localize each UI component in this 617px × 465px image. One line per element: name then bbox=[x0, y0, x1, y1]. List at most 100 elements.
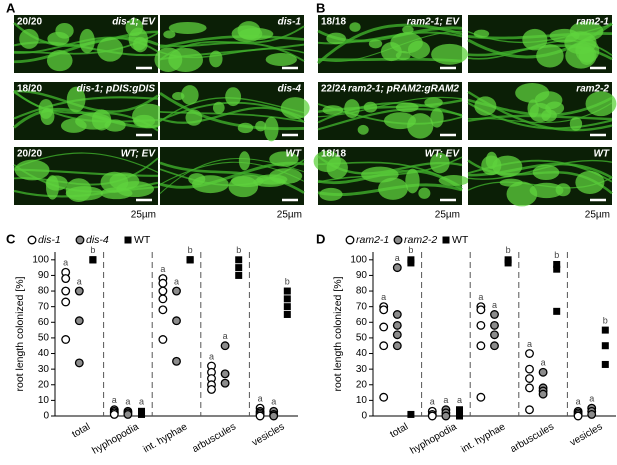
micrograph-texture bbox=[317, 96, 463, 139]
ratio-label: 20/20 bbox=[17, 149, 42, 160]
data-point bbox=[538, 367, 548, 377]
fungal-structure bbox=[522, 28, 548, 51]
y-tick-label: 20 bbox=[38, 379, 50, 390]
fungal-structure bbox=[407, 113, 434, 139]
fungal-structure bbox=[66, 86, 86, 113]
data-point bbox=[573, 411, 583, 421]
micrograph-texture bbox=[13, 86, 167, 133]
data-point bbox=[124, 236, 132, 244]
fungal-structure bbox=[532, 164, 560, 181]
legend-label: dis-4 bbox=[86, 234, 109, 246]
data-point bbox=[283, 303, 291, 311]
fungal-structure bbox=[569, 117, 583, 131]
significance-letter: a bbox=[160, 264, 165, 274]
root-strand bbox=[159, 35, 305, 49]
data-point bbox=[525, 383, 534, 393]
genotype-label: dis-4 bbox=[278, 84, 302, 95]
x-tick-label: total bbox=[388, 421, 410, 440]
data-point bbox=[538, 389, 548, 399]
fungal-structure bbox=[46, 50, 73, 72]
micrograph-texture bbox=[467, 151, 613, 207]
data-point bbox=[441, 411, 451, 421]
y-tick-label: 30 bbox=[38, 364, 50, 375]
fungal-structure bbox=[575, 170, 605, 195]
significance-letter: a bbox=[63, 258, 68, 268]
data-point bbox=[504, 259, 512, 267]
genotype-label: dis-1; EV bbox=[112, 17, 156, 28]
legend-label: dis-1 bbox=[38, 234, 61, 246]
fungal-structure bbox=[209, 50, 223, 68]
fungal-structure bbox=[344, 99, 360, 119]
data-point bbox=[172, 356, 181, 366]
fungal-structure bbox=[357, 124, 369, 135]
fungal-structure bbox=[515, 82, 550, 103]
fungal-structure bbox=[438, 175, 469, 186]
y-tick-label: 30 bbox=[356, 364, 368, 375]
data-point bbox=[392, 341, 402, 351]
genotype-label: WT bbox=[285, 149, 301, 160]
micrograph-texture bbox=[159, 85, 310, 142]
ratio-label: 18/20 bbox=[17, 84, 42, 95]
significance-letter: a bbox=[271, 397, 276, 407]
fungal-structure bbox=[188, 173, 206, 186]
data-point bbox=[220, 378, 230, 388]
scale-label: 25µm bbox=[585, 210, 610, 221]
ratio-label: 20/20 bbox=[17, 17, 42, 28]
significance-letter: a bbox=[443, 395, 448, 405]
significance-letter: a bbox=[112, 395, 117, 405]
data-point bbox=[601, 342, 609, 350]
fungal-structure bbox=[430, 152, 450, 174]
fungal-structure bbox=[578, 46, 595, 65]
significance-letter: b bbox=[603, 315, 608, 325]
fungal-structure bbox=[225, 87, 242, 107]
fungal-structure bbox=[474, 96, 497, 116]
fungal-structure bbox=[38, 99, 54, 119]
data-point bbox=[235, 271, 243, 279]
genotype-label: ram2-1 bbox=[576, 17, 609, 28]
x-tick-label: vesicles bbox=[568, 421, 604, 448]
root-strand bbox=[467, 162, 613, 179]
data-point bbox=[476, 341, 486, 351]
significance-letter: b bbox=[506, 245, 511, 255]
fungal-structure bbox=[237, 122, 254, 134]
x-tick-label: hyphopodia bbox=[90, 421, 141, 457]
fungal-structure bbox=[65, 178, 92, 203]
y-tick-label: 70 bbox=[38, 301, 50, 312]
data-point bbox=[525, 405, 534, 415]
panel-label: A bbox=[6, 0, 16, 15]
data-point bbox=[186, 256, 194, 264]
x-tick-label: hyphopodia bbox=[408, 421, 459, 457]
data-point bbox=[392, 330, 402, 340]
significance-letter: a bbox=[457, 395, 462, 405]
data-point bbox=[587, 409, 597, 419]
x-tick-label: int. hyphae bbox=[141, 421, 189, 455]
x-tick-label: arbuscules bbox=[191, 421, 238, 455]
data-point bbox=[75, 235, 85, 245]
data-point bbox=[27, 235, 37, 245]
data-point bbox=[89, 256, 97, 264]
y-tick-label: 0 bbox=[43, 411, 49, 422]
data-point bbox=[61, 297, 71, 307]
fungal-structure bbox=[265, 53, 297, 66]
genotype-label: WT; EV bbox=[425, 149, 461, 160]
x-tick-label: vesicles bbox=[250, 421, 286, 448]
fungal-structure bbox=[378, 177, 408, 200]
fungal-structure bbox=[97, 37, 124, 62]
data-point bbox=[74, 358, 84, 368]
fungal-structure bbox=[418, 187, 431, 199]
significance-letter: a bbox=[381, 292, 386, 302]
fungal-structure bbox=[506, 181, 538, 207]
micrograph-texture bbox=[467, 82, 617, 132]
genotype-label: ram2-2 bbox=[576, 84, 609, 95]
data-point bbox=[379, 305, 389, 315]
significance-letter: b bbox=[236, 245, 241, 255]
y-tick-label: 80 bbox=[38, 286, 50, 297]
fungal-structure bbox=[529, 103, 552, 123]
legend-label: WT bbox=[134, 234, 151, 246]
panel-label: D bbox=[316, 231, 325, 246]
y-tick-label: 60 bbox=[38, 317, 50, 328]
data-point bbox=[158, 286, 168, 296]
fungal-structure bbox=[269, 168, 303, 184]
data-point bbox=[283, 287, 291, 295]
data-point bbox=[490, 310, 499, 319]
